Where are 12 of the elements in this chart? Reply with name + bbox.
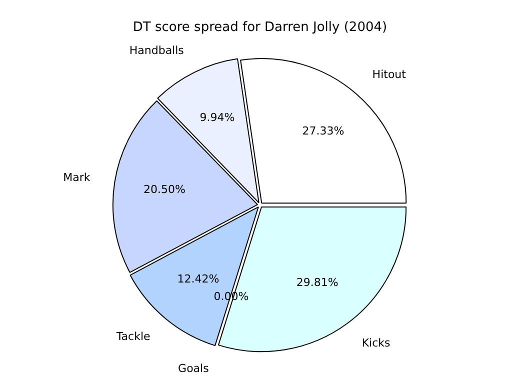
slice-label: Mark [63, 171, 91, 184]
slice-label: Hitout [372, 68, 407, 81]
data-label: 27.33% [302, 124, 344, 138]
slice-label: Kicks [362, 336, 391, 350]
data-label: 12.42% [177, 272, 220, 286]
data-label: 9.94% [200, 111, 235, 124]
data-label: 20.50% [143, 182, 186, 196]
data-label: 29.81% [296, 276, 338, 289]
chart-title: DT score spread for Darren Jolly (2004) [132, 20, 388, 35]
category-label: Goals [178, 362, 209, 375]
slice-label: Handballs [129, 44, 184, 57]
slice-label: Tackle [115, 330, 151, 344]
